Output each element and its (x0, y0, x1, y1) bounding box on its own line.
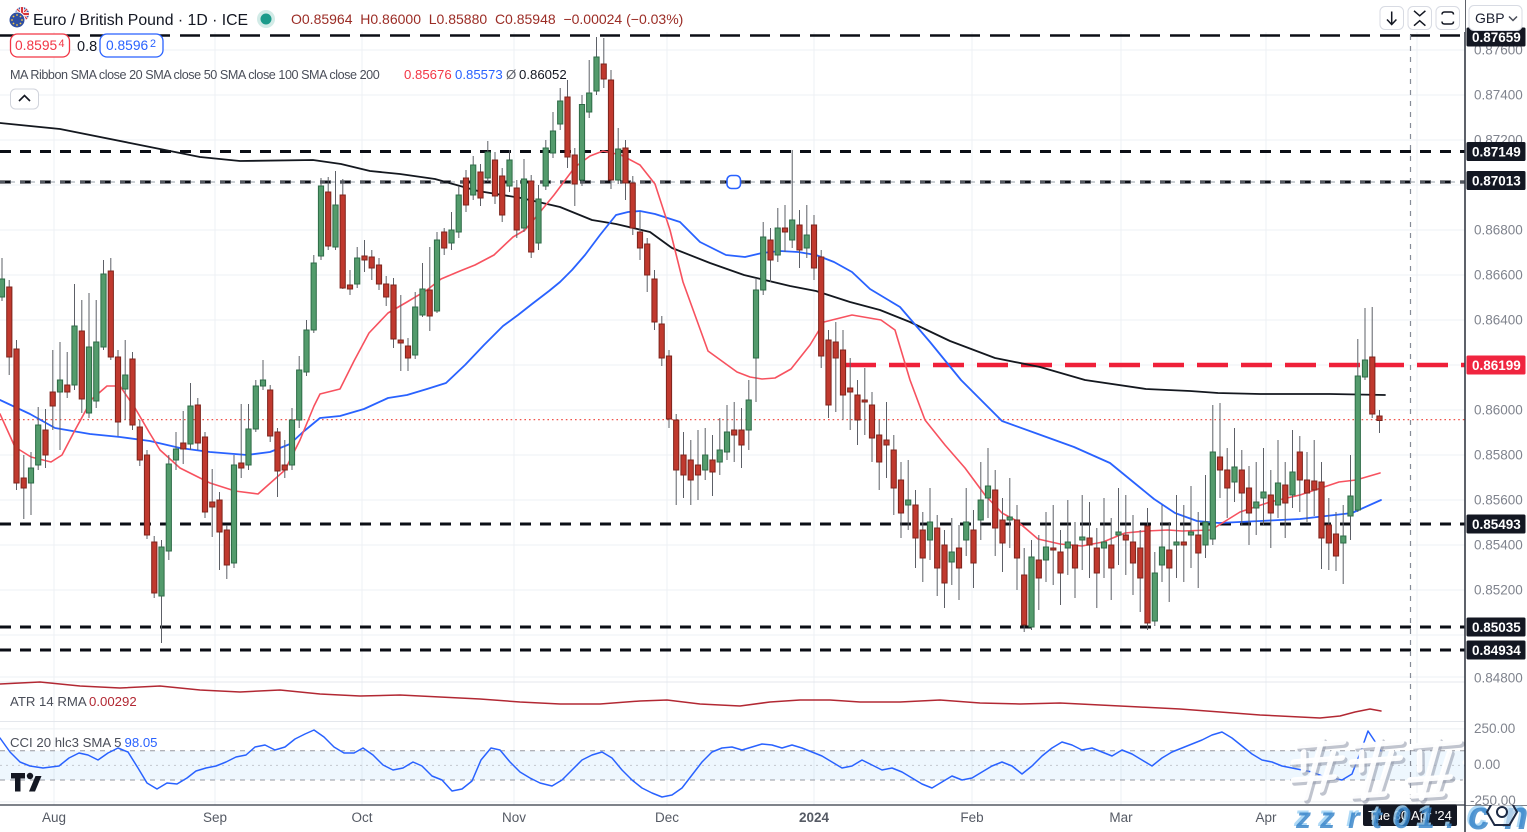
svg-text:0.86000: 0.86000 (1474, 403, 1523, 418)
svg-text:0.85676: 0.85676 (404, 67, 452, 82)
svg-text:0.8595: 0.8595 (15, 38, 58, 53)
svg-text:.: . (1444, 800, 1452, 832)
svg-text:Nov: Nov (502, 810, 526, 825)
svg-text:0.86052: 0.86052 (519, 67, 567, 82)
svg-text:2024: 2024 (799, 810, 830, 825)
svg-text:0: 0 (1394, 802, 1411, 832)
svg-text:Mar: Mar (1109, 810, 1133, 825)
svg-text:0: 0 (1392, 800, 1409, 832)
svg-text:0.87013: 0.87013 (1472, 173, 1521, 188)
svg-text:4: 4 (59, 38, 65, 50)
svg-text:0.85600: 0.85600 (1474, 493, 1523, 508)
svg-text:0.87659: 0.87659 (1472, 30, 1521, 45)
svg-text:Tue 30 Apr '24: Tue 30 Apr '24 (1368, 808, 1452, 823)
svg-text:0.00292: 0.00292 (89, 694, 137, 709)
svg-text:Aug: Aug (42, 810, 66, 825)
svg-text:0.86400: 0.86400 (1474, 313, 1523, 328)
svg-text:0.87400: 0.87400 (1474, 88, 1523, 103)
svg-text:Feb: Feb (960, 810, 983, 825)
svg-text:0.86199: 0.86199 (1472, 358, 1521, 373)
svg-text:2: 2 (150, 38, 156, 50)
svg-text:t: t (1370, 800, 1382, 832)
svg-text:0.00: 0.00 (1474, 757, 1500, 772)
svg-text:z: z (1319, 802, 1335, 832)
svg-text:Ø: Ø (506, 67, 516, 82)
svg-text:0.86600: 0.86600 (1474, 268, 1523, 283)
svg-text:0.85035: 0.85035 (1472, 620, 1521, 635)
svg-text:Sep: Sep (203, 810, 227, 825)
svg-text:r: r (1348, 802, 1362, 832)
svg-text:250.00: 250.00 (1474, 721, 1515, 736)
svg-text:r: r (1346, 800, 1360, 832)
svg-text:MA Ribbon SMA close 20 SMA clo: MA Ribbon SMA close 20 SMA close 50 SMA … (10, 68, 380, 82)
svg-text:0.85573: 0.85573 (455, 67, 503, 82)
svg-text:GBP: GBP (1475, 10, 1505, 26)
svg-text:0.86800: 0.86800 (1474, 223, 1523, 238)
svg-text:Dec: Dec (655, 810, 679, 825)
svg-text:.: . (1446, 802, 1454, 832)
svg-text:0.85200: 0.85200 (1474, 583, 1523, 598)
svg-text:0.85800: 0.85800 (1474, 448, 1523, 463)
svg-text:0.8: 0.8 (77, 39, 97, 55)
svg-text:0.84800: 0.84800 (1474, 671, 1523, 686)
svg-text:Oct: Oct (351, 810, 372, 825)
svg-text:0.85493: 0.85493 (1472, 517, 1521, 532)
svg-text:0.84934: 0.84934 (1472, 643, 1521, 658)
svg-text:z: z (1295, 802, 1311, 832)
svg-text:Apr: Apr (1255, 810, 1277, 825)
svg-text:1: 1 (1416, 800, 1433, 832)
svg-text:Euro / British Pound · 1D · IC: Euro / British Pound · 1D · ICE (33, 12, 248, 29)
svg-text:z: z (1317, 800, 1333, 832)
svg-text:O0.85964 H0.86000 L0.85880: O0.85964 H0.86000 L0.85880 C0.85948 −0.0… (291, 11, 683, 27)
svg-text:t: t (1372, 802, 1384, 832)
svg-text:1: 1 (1418, 802, 1435, 832)
svg-text:98.05: 98.05 (125, 735, 158, 750)
svg-text:z: z (1293, 800, 1309, 832)
svg-text:-250.00: -250.00 (1470, 793, 1516, 808)
svg-text:0.87149: 0.87149 (1472, 144, 1521, 159)
svg-text:0.8596: 0.8596 (106, 38, 149, 53)
svg-text:0.85400: 0.85400 (1474, 538, 1523, 553)
svg-text:ATR 14 RMA: ATR 14 RMA (10, 694, 87, 709)
svg-text:CCI 20 hlc3 SMA 5: CCI 20 hlc3 SMA 5 (10, 735, 121, 750)
